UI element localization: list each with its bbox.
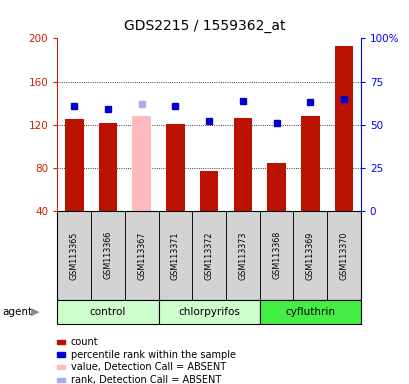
Text: GSM113371: GSM113371 xyxy=(171,231,180,280)
Text: control: control xyxy=(90,307,126,317)
Bar xyxy=(166,124,184,211)
Bar xyxy=(334,46,353,211)
Text: percentile rank within the sample: percentile rank within the sample xyxy=(71,350,235,360)
Text: count: count xyxy=(71,337,98,347)
Text: GSM113370: GSM113370 xyxy=(339,231,348,280)
Bar xyxy=(267,162,285,211)
Text: GSM113372: GSM113372 xyxy=(204,231,213,280)
Text: GSM113368: GSM113368 xyxy=(271,231,280,280)
Text: GSM113369: GSM113369 xyxy=(305,231,314,280)
Bar xyxy=(65,119,83,211)
Text: GSM113367: GSM113367 xyxy=(137,231,146,280)
Text: cyfluthrin: cyfluthrin xyxy=(285,307,335,317)
Bar xyxy=(99,122,117,211)
Text: agent: agent xyxy=(2,307,32,317)
Text: rank, Detection Call = ABSENT: rank, Detection Call = ABSENT xyxy=(71,375,220,384)
Text: value, Detection Call = ABSENT: value, Detection Call = ABSENT xyxy=(71,362,225,372)
Bar xyxy=(199,171,218,211)
Text: GSM113365: GSM113365 xyxy=(70,231,79,280)
Text: GSM113366: GSM113366 xyxy=(103,231,112,280)
Bar xyxy=(300,116,319,211)
Bar xyxy=(132,116,151,211)
Text: chlorpyrifos: chlorpyrifos xyxy=(178,307,239,317)
Bar xyxy=(233,118,252,211)
Text: GSM113373: GSM113373 xyxy=(238,231,247,280)
Text: ▶: ▶ xyxy=(31,307,39,317)
Text: GDS2215 / 1559362_at: GDS2215 / 1559362_at xyxy=(124,19,285,33)
